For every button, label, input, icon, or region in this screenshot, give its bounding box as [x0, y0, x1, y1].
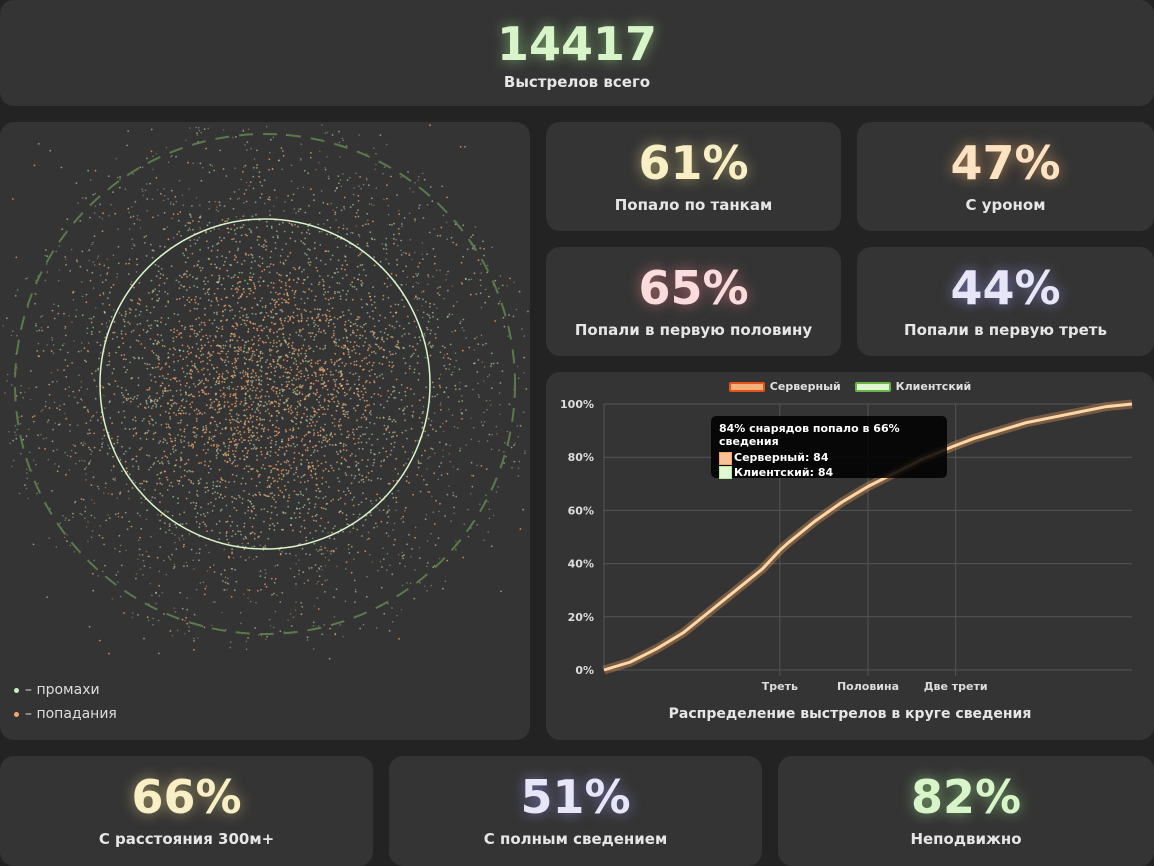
distribution-chart-card: Серверный Клиентский 0%20%40%60%80%100% … — [546, 372, 1154, 740]
stat-tanks-label: Попало по танкам — [615, 196, 773, 214]
stat-first-half-label: Попали в первую половину — [575, 321, 812, 339]
chart-tooltip: 84% снарядов попало в 66% сведения Серве… — [711, 416, 947, 478]
y-tick-label: 80% — [568, 451, 594, 464]
legend-miss: – промахи — [14, 678, 117, 702]
tooltip-client-row: Клиентский: 84 — [719, 466, 939, 480]
y-tick-label: 40% — [568, 558, 594, 571]
stat-full-aim-card: 51% С полным сведением — [389, 756, 762, 866]
stat-full-aim-value: 51% — [520, 774, 630, 820]
stat-tanks-card: 61% Попало по танкам — [546, 122, 841, 231]
legend-hit: – попадания — [14, 702, 117, 726]
y-tick-label: 100% — [560, 398, 594, 411]
stat-damage-card: 47% С уроном — [857, 122, 1154, 231]
y-tick-label: 20% — [568, 611, 594, 624]
stat-first-third-label: Попали в первую треть — [904, 321, 1107, 339]
legend-hit-label: – попадания — [25, 706, 117, 722]
total-shots-value: 14417 — [497, 21, 657, 67]
stat-first-third-card: 44% Попали в первую треть — [857, 247, 1154, 356]
aim-inner-circle — [100, 219, 430, 549]
tooltip-server-swatch-icon — [719, 452, 732, 465]
scatter-legend: – промахи – попадания — [14, 678, 117, 726]
x-tick-label: Половина — [837, 680, 899, 693]
hit-dot-icon — [14, 712, 19, 717]
stat-tanks-value: 61% — [638, 140, 748, 186]
tooltip-server-row: Серверный: 84 — [719, 451, 939, 465]
chart-title: Распределение выстрелов в круге сведения — [546, 706, 1154, 722]
tooltip-client-swatch-icon — [719, 466, 732, 479]
tooltip-server-value: Серверный: 84 — [734, 451, 829, 464]
total-shots-label: Выстрелов всего — [504, 73, 650, 91]
total-shots-card: 14417 Выстрелов всего — [0, 0, 1154, 106]
stat-first-third-value: 44% — [950, 265, 1060, 311]
legend-miss-label: – промахи — [25, 682, 100, 698]
stat-damage-label: С уроном — [966, 196, 1046, 214]
stat-distance-card: 66% С расстояния 300м+ — [0, 756, 373, 866]
y-tick-label: 0% — [575, 664, 594, 677]
tooltip-title: 84% снарядов попало в 66% сведения — [719, 422, 939, 448]
stat-distance-value: 66% — [131, 774, 241, 820]
stat-damage-value: 47% — [950, 140, 1060, 186]
stat-distance-label: С расстояния 300м+ — [99, 830, 274, 848]
stat-first-half-card: 65% Попали в первую половину — [546, 247, 841, 356]
stat-first-half-value: 65% — [638, 265, 748, 311]
miss-dot-icon — [14, 688, 19, 693]
x-tick-label: Две трети — [924, 680, 988, 693]
stat-stationary-value: 82% — [911, 774, 1021, 820]
y-tick-label: 60% — [568, 504, 594, 517]
scatter-points — [2, 124, 528, 659]
stat-stationary-label: Неподвижно — [910, 830, 1021, 848]
stat-full-aim-label: С полным сведением — [484, 830, 667, 848]
scatter-card: – промахи – попадания — [0, 122, 530, 740]
dispersion-scatter-plot — [0, 122, 530, 740]
tooltip-client-value: Клиентский: 84 — [734, 466, 833, 479]
x-tick-label: Треть — [762, 680, 798, 693]
stat-stationary-card: 82% Неподвижно — [778, 756, 1154, 866]
